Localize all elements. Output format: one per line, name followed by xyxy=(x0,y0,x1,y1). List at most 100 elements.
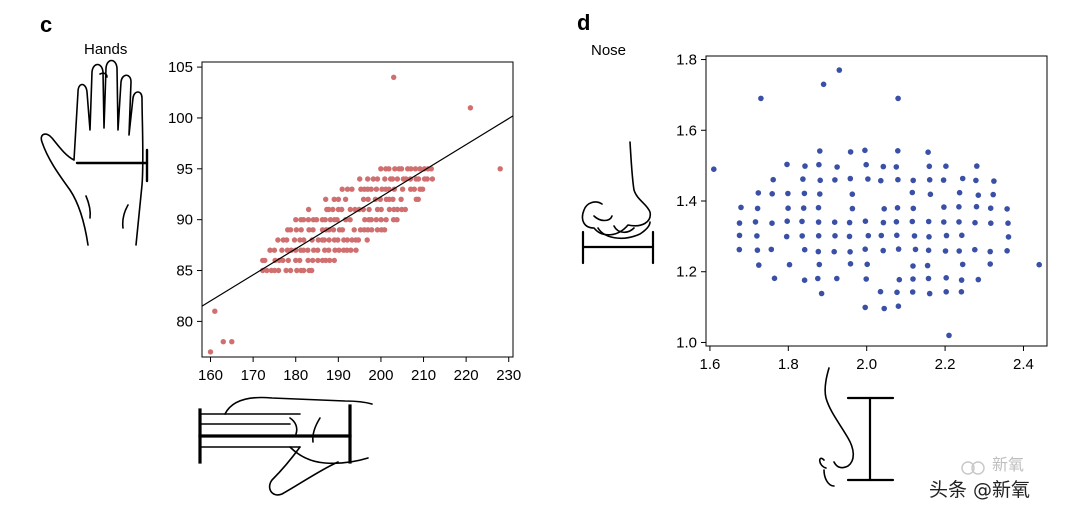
scatter-point xyxy=(323,196,329,202)
scatter-point xyxy=(386,166,392,172)
scatter-point xyxy=(275,267,282,274)
scatter-point xyxy=(894,232,900,239)
scatter-point xyxy=(974,163,980,169)
scatter-point xyxy=(987,248,993,255)
scatter-point xyxy=(330,206,336,213)
scatter-point xyxy=(335,196,342,202)
scatter-point xyxy=(956,189,963,196)
scatter-point xyxy=(352,206,358,213)
scatter-point xyxy=(754,205,761,212)
scatter-point xyxy=(895,95,901,102)
scatter-point xyxy=(799,233,805,239)
hands-fit-line-group xyxy=(201,115,514,307)
scatter-point xyxy=(339,227,346,233)
scatter-point xyxy=(818,290,825,297)
scatter-point xyxy=(271,247,278,253)
scatter-point xyxy=(754,247,761,253)
scatter-point xyxy=(360,196,367,202)
scatter-point xyxy=(326,227,332,233)
scatter-point xyxy=(801,190,808,197)
scatter-point xyxy=(815,248,822,255)
scatter-point xyxy=(326,237,332,243)
scatter-point xyxy=(910,276,916,282)
scatter-point xyxy=(736,232,743,239)
scatter-point xyxy=(305,247,311,253)
scatter-point xyxy=(817,191,823,197)
scatter-point xyxy=(816,261,823,268)
scatter-point xyxy=(301,237,307,243)
scatter-point xyxy=(369,227,375,233)
hands-plot-frame xyxy=(201,61,514,358)
scatter-point xyxy=(381,227,388,233)
scatter-point xyxy=(347,217,353,223)
scatter-point xyxy=(785,205,791,211)
scatter-point xyxy=(402,206,408,213)
scatter-point xyxy=(1036,261,1042,268)
scatter-point xyxy=(911,233,918,239)
scatter-point xyxy=(280,257,286,264)
scatter-point xyxy=(862,147,868,154)
scatter-point xyxy=(212,308,218,314)
scatter-point xyxy=(294,267,300,274)
scatter-point xyxy=(297,257,303,264)
nose-scatter-chart: 1.6 1.8 2.0 2.2 2.4 1.0 1.2 1.4 1.6 1.8 xyxy=(676,52,1048,373)
scatter-point xyxy=(497,166,503,172)
scatter-point xyxy=(801,246,808,253)
scatter-point xyxy=(925,149,931,155)
scatter-point xyxy=(344,186,351,192)
scatter-point xyxy=(288,247,294,253)
scatter-point xyxy=(832,233,838,239)
scatter-point xyxy=(736,220,743,226)
scatter-point xyxy=(926,290,933,297)
scatter-point xyxy=(896,276,903,283)
scatter-point xyxy=(297,237,303,243)
scatter-point xyxy=(264,267,270,274)
y-tick-label: 85 xyxy=(176,263,193,280)
scatter-point xyxy=(943,289,949,295)
scatter-point xyxy=(783,233,790,240)
scatter-point xyxy=(305,217,312,223)
scatter-point xyxy=(784,161,790,168)
scatter-point xyxy=(849,205,856,212)
x-tick-label: 220 xyxy=(454,367,479,384)
scatter-point xyxy=(752,219,759,225)
scatter-point xyxy=(958,277,965,283)
scatter-point xyxy=(287,227,294,233)
scatter-point xyxy=(893,219,900,225)
hands-axis-ticks: 160 170 180 190 200 210 220 230 80 85 90 95 100 105 xyxy=(168,59,521,384)
nose-breadth-icon xyxy=(581,141,655,265)
scatter-point xyxy=(332,247,338,253)
scatter-point xyxy=(272,267,278,274)
scatter-point xyxy=(909,189,916,196)
scatter-point xyxy=(342,196,349,202)
scatter-point xyxy=(990,191,996,198)
scatter-point xyxy=(784,218,790,224)
scatter-point xyxy=(863,276,869,282)
x-tick-label: 1.8 xyxy=(778,356,799,373)
scatter-point xyxy=(394,206,401,213)
scatter-point xyxy=(846,219,853,226)
scatter-point xyxy=(738,204,744,211)
scatter-point xyxy=(347,206,353,213)
y-tick-label: 105 xyxy=(168,59,193,76)
scatter-point xyxy=(894,205,901,211)
scatter-point xyxy=(330,227,337,233)
scatter-point xyxy=(412,166,419,172)
scatter-point xyxy=(339,186,345,192)
scatter-point xyxy=(864,261,870,268)
scatter-point xyxy=(800,205,807,211)
scatter-point xyxy=(893,164,900,170)
panel-letter-c: c xyxy=(40,12,52,37)
scatter-point xyxy=(943,232,950,239)
scatter-point xyxy=(300,217,307,223)
scatter-point xyxy=(972,219,978,226)
scatter-point xyxy=(959,232,965,239)
scatter-point xyxy=(925,218,932,225)
scatter-point xyxy=(322,247,328,253)
scatter-point xyxy=(285,257,291,264)
scatter-point xyxy=(378,166,384,172)
scatter-point xyxy=(894,289,900,296)
scatter-point xyxy=(975,276,982,283)
scatter-point xyxy=(390,196,396,202)
scatter-point xyxy=(355,237,362,243)
